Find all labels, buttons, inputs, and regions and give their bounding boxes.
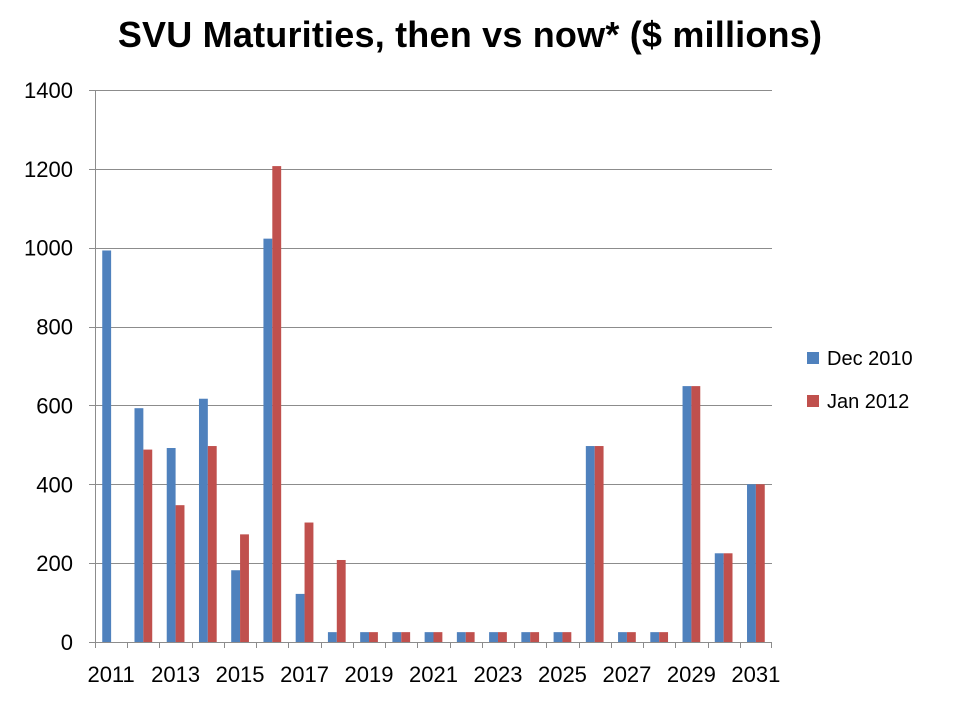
bar-dec-2010-2031 bbox=[747, 484, 756, 642]
bar-dec-2010-2013 bbox=[166, 448, 176, 642]
bar-jan-2012-2029 bbox=[691, 386, 701, 642]
x-tick-label-2021: 2021 bbox=[409, 662, 458, 687]
bar-jan-2012-2028 bbox=[659, 632, 669, 642]
axes bbox=[89, 90, 772, 648]
bar-dec-2010-2016 bbox=[263, 238, 273, 642]
bar-jan-2012-2030 bbox=[723, 553, 733, 642]
bar-dec-2010-2014 bbox=[198, 398, 208, 642]
x-tick-label-2029: 2029 bbox=[667, 662, 716, 687]
bar-dec-2010-2015 bbox=[231, 570, 241, 642]
bar-dec-2010-2023 bbox=[489, 632, 498, 642]
x-tick-label-2017: 2017 bbox=[280, 662, 329, 687]
legend-label-dec-2010: Dec 2010 bbox=[827, 348, 913, 370]
x-tick-label-2015: 2015 bbox=[216, 662, 265, 687]
y-tick-label-1200: 1200 bbox=[24, 157, 73, 182]
bar-dec-2010-2020 bbox=[392, 632, 402, 642]
gridlines bbox=[95, 90, 772, 564]
bar-dec-2010-2019 bbox=[360, 632, 370, 642]
bar-dec-2010-2030 bbox=[714, 553, 724, 642]
x-tick-label-2011: 2011 bbox=[87, 662, 134, 687]
bar-jan-2012-2031 bbox=[755, 484, 765, 642]
legend-swatch-jan-2012 bbox=[807, 395, 819, 407]
y-tick-label-0: 0 bbox=[61, 630, 73, 655]
bar-dec-2010-2024 bbox=[521, 632, 531, 642]
y-tick-label-1000: 1000 bbox=[24, 236, 73, 261]
legend-label-jan-2012: Jan 2012 bbox=[827, 391, 909, 413]
x-tick-label-2013: 2013 bbox=[151, 662, 200, 687]
bar-jan-2012-2014 bbox=[207, 446, 217, 642]
x-tick-label-2027: 2027 bbox=[602, 662, 651, 687]
y-tick-label-800: 800 bbox=[36, 315, 73, 340]
bar-dec-2010-2021 bbox=[424, 632, 434, 642]
bars bbox=[102, 166, 765, 642]
bar-jan-2012-2021 bbox=[433, 632, 443, 642]
bar-dec-2010-2022 bbox=[456, 632, 466, 642]
y-tick-label-200: 200 bbox=[36, 551, 73, 576]
bar-jan-2012-2024 bbox=[530, 632, 540, 642]
bar-dec-2010-2029 bbox=[682, 386, 692, 642]
bar-jan-2012-2016 bbox=[272, 166, 282, 642]
bar-jan-2012-2017 bbox=[304, 522, 314, 642]
bar-jan-2012-2025 bbox=[562, 632, 572, 642]
bar-dec-2010-2027 bbox=[618, 632, 627, 642]
bar-jan-2012-2023 bbox=[497, 632, 507, 642]
bar-jan-2012-2015 bbox=[240, 534, 249, 642]
chart-title: SVU Maturities, then vs now* ($ millions… bbox=[117, 14, 823, 55]
legend-swatch-dec-2010 bbox=[807, 352, 819, 364]
legend: Dec 2010 Jan 2012 bbox=[807, 348, 913, 413]
y-tick-label-400: 400 bbox=[36, 472, 73, 497]
bar-dec-2010-2012 bbox=[134, 408, 144, 642]
y-tick-label-600: 600 bbox=[36, 393, 73, 418]
bar-jan-2012-2027 bbox=[626, 632, 636, 642]
bar-jan-2012-2026 bbox=[594, 446, 604, 642]
tick-labels: 0 200 400 600 800 1000 1200 1400 2011 2013 2015 201… bbox=[24, 78, 780, 687]
bar-jan-2012-2022 bbox=[465, 632, 475, 642]
x-tick-label-2025: 2025 bbox=[538, 662, 587, 687]
bar-dec-2010-2017 bbox=[295, 593, 305, 642]
bar-dec-2010-2026 bbox=[585, 446, 595, 642]
x-tick-label-2023: 2023 bbox=[474, 662, 523, 687]
bar-dec-2010-2028 bbox=[650, 632, 660, 642]
bar-jan-2012-2020 bbox=[401, 632, 411, 642]
bar-dec-2010-2011 bbox=[102, 250, 112, 642]
x-tick-label-2019: 2019 bbox=[345, 662, 394, 687]
bar-dec-2010-2025 bbox=[553, 632, 563, 642]
bar-jan-2012-2018 bbox=[336, 559, 346, 642]
y-tick-label-1400: 1400 bbox=[24, 78, 73, 103]
bar-jan-2012-2019 bbox=[369, 632, 378, 642]
bar-dec-2010-2018 bbox=[327, 632, 337, 642]
bar-jan-2012-2013 bbox=[175, 505, 185, 642]
x-tick-label-2031: 2031 bbox=[731, 662, 780, 687]
bar-jan-2012-2012 bbox=[143, 449, 153, 642]
